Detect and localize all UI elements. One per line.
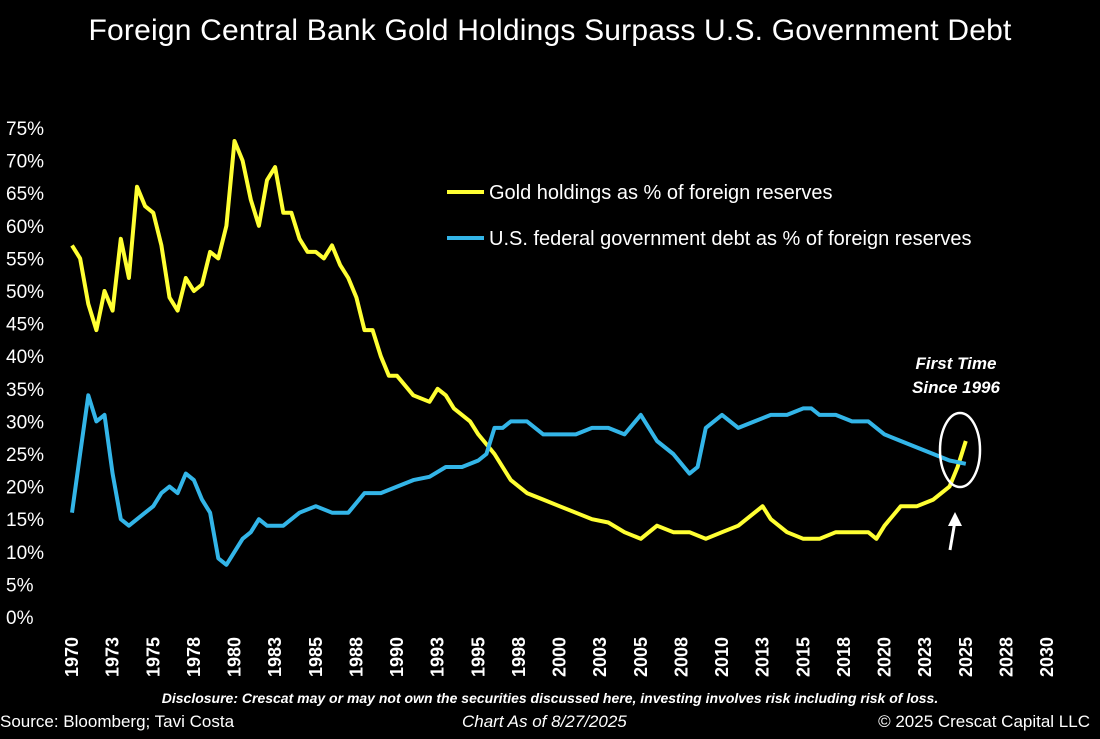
- x-tick-label: 2023: [915, 637, 935, 677]
- x-tick-label: 2013: [753, 637, 773, 677]
- y-axis-ticks: 75% 70% 65% 60% 55% 50% 45% 40% 35% 30% 25% 20% 15% 1…: [6, 119, 44, 629]
- y-tick-label: 55%: [6, 249, 44, 270]
- copyright-text: © 2025 Crescat Capital LLC: [878, 712, 1090, 731]
- y-tick-label: 60%: [6, 217, 44, 238]
- x-tick-label: 1990: [387, 637, 407, 677]
- chart-date-text: Chart As of 8/27/2025: [462, 712, 627, 731]
- y-tick-label: 5%: [6, 575, 34, 596]
- series-lines: [70, 139, 968, 567]
- y-tick-label: 20%: [6, 478, 44, 499]
- y-tick-label: 65%: [6, 184, 44, 205]
- callout-ellipse: [938, 411, 982, 489]
- legend-label-debt: U.S. federal government debt as % of for…: [489, 228, 971, 250]
- y-tick-label: 70%: [6, 152, 44, 173]
- callout-arrow-head: [948, 512, 962, 526]
- x-axis-ticks: 1970 1973 1975 1978 1980 1983 1985 1988 1990 1993…: [62, 637, 1057, 677]
- x-tick-label: 2015: [793, 637, 813, 677]
- y-tick-label: 30%: [6, 412, 44, 433]
- x-tick-label: 2020: [875, 637, 895, 677]
- y-tick-label: 75%: [6, 119, 44, 140]
- x-tick-label: 1993: [428, 637, 448, 677]
- y-tick-label: 45%: [6, 315, 44, 336]
- x-tick-label: 1970: [62, 637, 82, 677]
- x-tick-label: 1995: [468, 637, 488, 677]
- x-tick-label: 2025: [956, 637, 976, 677]
- x-tick-label: 2028: [996, 637, 1016, 677]
- x-tick-label: 2018: [834, 637, 854, 677]
- x-tick-label: 2008: [671, 637, 691, 677]
- series-line-gold-holdings: [70, 139, 968, 541]
- legend: Gold holdings as % of foreign reserves U…: [447, 182, 971, 250]
- legend-label-gold: Gold holdings as % of foreign reserves: [489, 182, 833, 204]
- y-tick-label: 15%: [6, 510, 44, 531]
- series-line-us-debt: [70, 393, 967, 567]
- disclosure-text: Disclosure: Crescat may or may not own t…: [161, 690, 939, 706]
- callout-annotation: First Time Since 1996: [912, 354, 1000, 551]
- x-tick-label: 2010: [712, 637, 732, 677]
- callout-text-line1: First Time: [916, 354, 997, 373]
- x-tick-label: 1985: [306, 637, 326, 677]
- x-tick-label: 1988: [346, 637, 366, 677]
- x-tick-label: 1978: [184, 637, 204, 677]
- source-text: Source: Bloomberg; Tavi Costa: [0, 712, 235, 731]
- x-tick-label: 2000: [550, 637, 570, 677]
- x-tick-label: 1998: [509, 637, 529, 677]
- y-tick-label: 50%: [6, 282, 44, 303]
- x-tick-label: 1973: [103, 637, 123, 677]
- x-tick-label: 1980: [225, 637, 245, 677]
- y-tick-label: 25%: [6, 445, 44, 466]
- chart-title: Foreign Central Bank Gold Holdings Surpa…: [88, 14, 1012, 47]
- y-tick-label: 0%: [6, 608, 34, 629]
- y-tick-label: 10%: [6, 543, 44, 564]
- x-tick-label: 2003: [590, 637, 610, 677]
- x-tick-label: 2005: [631, 637, 651, 677]
- x-tick-label: 1975: [143, 637, 163, 677]
- x-tick-label: 1983: [265, 637, 285, 677]
- y-tick-label: 40%: [6, 347, 44, 368]
- x-tick-label: 2030: [1037, 637, 1057, 677]
- y-tick-label: 35%: [6, 380, 44, 401]
- callout-text-line2: Since 1996: [912, 378, 1000, 397]
